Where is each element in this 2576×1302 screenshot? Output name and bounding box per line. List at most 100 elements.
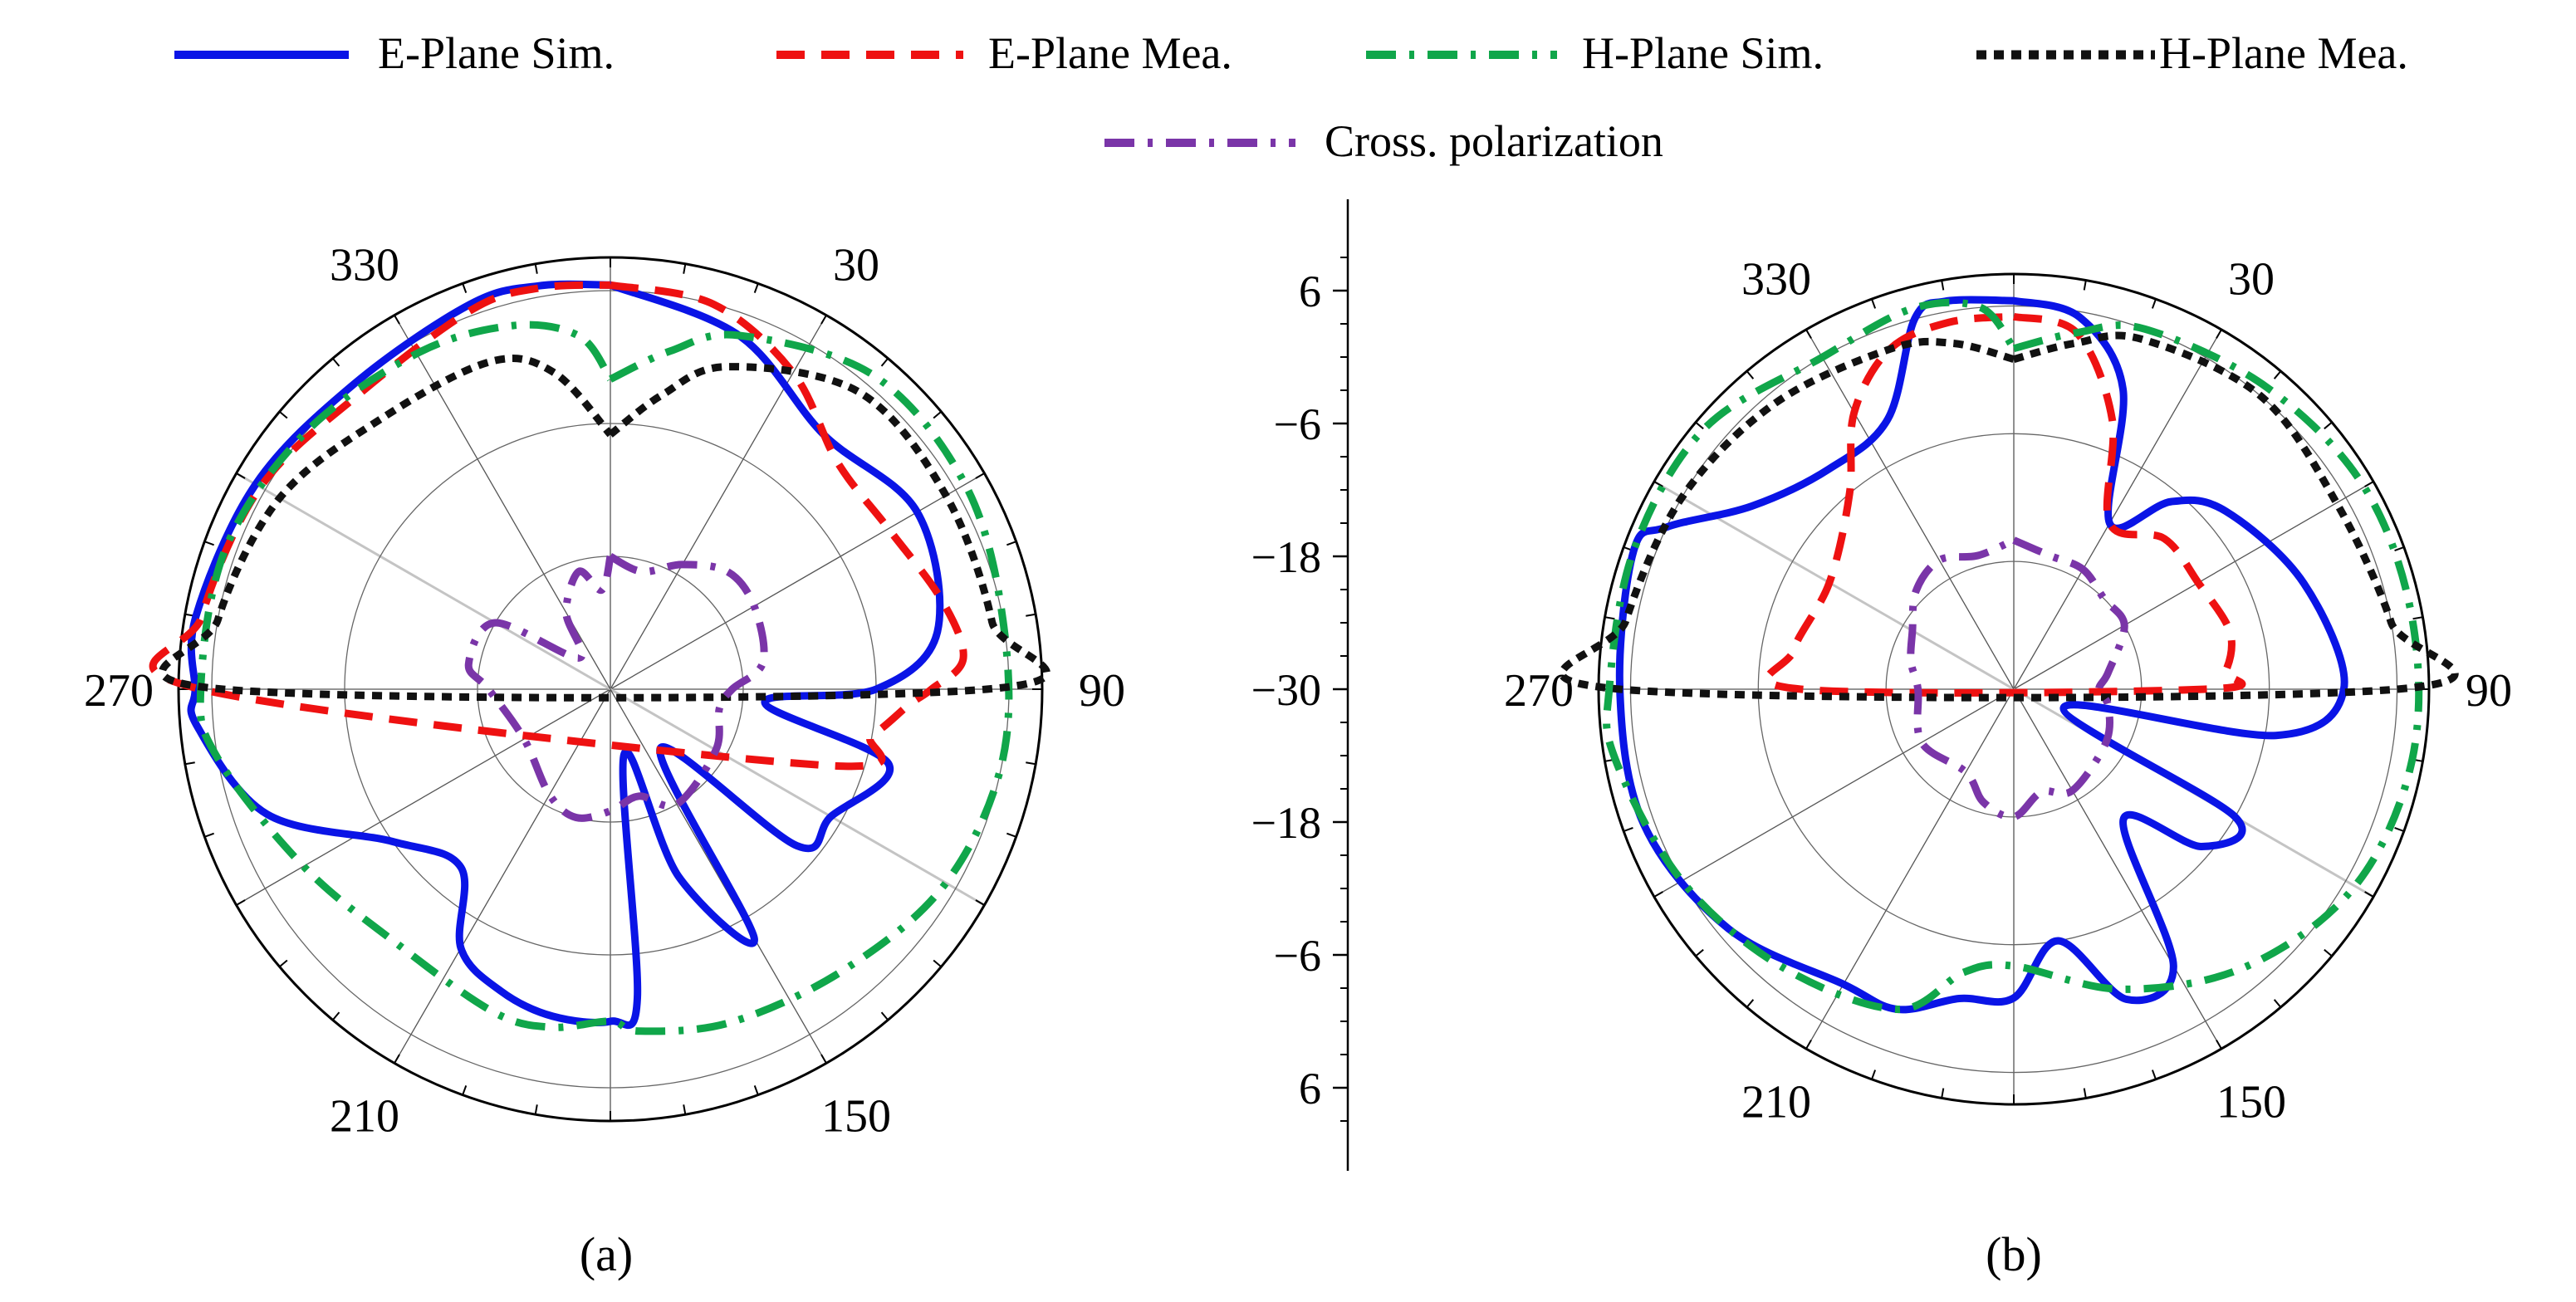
- polar-series-a: [149, 280, 1050, 1035]
- angle-tick-a: [394, 1054, 400, 1064]
- spoke-60-a: [610, 472, 985, 690]
- legend-label-e-plane-mea: E-Plane Mea.: [988, 28, 1232, 78]
- legend-label-h-plane-mea: H-Plane Mea.: [2159, 28, 2408, 78]
- angle-tick-b: [1941, 280, 1945, 291]
- radial-tick-label: −18: [1251, 532, 1321, 582]
- radial-tick-label: 6: [1299, 267, 1321, 316]
- angle-tick-b: [2273, 370, 2282, 379]
- angle-tick-b: [2151, 298, 2157, 309]
- spoke-60-b: [2013, 481, 2374, 690]
- angle-tick-a: [933, 959, 942, 968]
- angle-tick-b: [2083, 1088, 2087, 1099]
- angle-tick-b: [2324, 948, 2333, 957]
- spoke-30-b: [2013, 329, 2222, 690]
- angle-tick-b: [2216, 329, 2222, 339]
- angle-tick-a: [880, 1011, 889, 1021]
- angle-tick-b: [1746, 999, 1755, 1008]
- angle-tick-b: [1941, 1088, 1945, 1099]
- angle-tick-b: [2394, 826, 2405, 832]
- angle-tick-a: [880, 358, 889, 367]
- series-h-plane-mea-b: [1558, 331, 2459, 702]
- series-e-plane-sim-a: [187, 280, 944, 1030]
- angle-tick-a: [204, 541, 214, 546]
- radial-tick-label: −6: [1274, 399, 1321, 449]
- spoke-150-b: [2013, 688, 2222, 1050]
- angle-label-210-b: 210: [1741, 1076, 1811, 1128]
- angle-tick-b: [1805, 329, 1812, 339]
- angle-tick-a: [279, 959, 288, 968]
- angle-label-330-b: 330: [1741, 254, 1811, 306]
- polar-series-b: [1558, 296, 2459, 1014]
- spoke-300-b: [1653, 480, 2015, 691]
- spoke-120-a: [610, 688, 986, 907]
- radial-tick-label: −18: [1251, 798, 1321, 848]
- spoke-210-b: [1805, 688, 2015, 1050]
- angle-label-150-b: 150: [2216, 1076, 2286, 1128]
- angle-tick-a: [1026, 761, 1036, 766]
- angle-tick-a: [933, 410, 942, 419]
- angle-tick-a: [331, 1011, 340, 1021]
- spoke-330-a: [394, 315, 611, 690]
- angle-tick-b: [2412, 616, 2423, 620]
- angle-tick-b: [1746, 370, 1755, 379]
- radial-tick-label: −6: [1274, 931, 1321, 981]
- angle-tick-b: [2273, 999, 2282, 1008]
- spoke-30-a: [610, 315, 827, 690]
- angle-label-330-a: 330: [330, 239, 399, 291]
- angle-tick-a: [462, 1085, 468, 1095]
- panel-label-a: (a): [580, 1227, 633, 1281]
- angle-tick-b: [1623, 826, 1633, 832]
- angle-tick-b: [1695, 421, 1704, 430]
- angle-tick-b: [2216, 1040, 2222, 1050]
- radial-tick-label: −30: [1251, 665, 1321, 715]
- angle-tick-a: [204, 832, 214, 838]
- series-e-plane-sim-b: [1615, 296, 2348, 1014]
- angle-tick-a: [975, 472, 985, 479]
- angle-tick-a: [1026, 613, 1036, 617]
- spoke-150-a: [610, 688, 827, 1064]
- spoke-300-a: [235, 472, 611, 691]
- polar-grid-b: 30 90 150 210 270 330: [1504, 254, 2512, 1128]
- legend-label-cross-polarization: Cross. polarization: [1325, 116, 1663, 166]
- angle-tick-b: [1695, 948, 1704, 957]
- angle-label-30-b: 30: [2228, 254, 2275, 306]
- polar-chart-a: 30 90 150 210 270 330 (a): [84, 239, 1125, 1281]
- legend-label-h-plane-sim: H-Plane Sim.: [1582, 28, 1824, 78]
- angle-tick-b: [2364, 891, 2374, 898]
- angle-tick-b: [1653, 481, 1663, 487]
- angle-tick-a: [820, 1054, 827, 1064]
- angle-tick-b: [1805, 1040, 1812, 1050]
- angle-tick-b: [2083, 280, 2087, 291]
- angle-label-150-a: 150: [821, 1091, 891, 1143]
- spoke-330-b: [1805, 329, 2015, 690]
- angle-label-90-a: 90: [1079, 665, 1125, 717]
- legend: E-Plane Sim. E-Plane Mea. H-Plane Sim. H…: [174, 28, 2408, 166]
- angle-tick-a: [753, 283, 759, 293]
- angle-tick-a: [1006, 541, 1016, 546]
- grid-circle-b: [1757, 433, 2270, 946]
- angle-tick-a: [184, 761, 195, 766]
- angle-tick-a: [534, 263, 538, 274]
- angle-tick-b: [2324, 421, 2333, 430]
- angle-tick-a: [975, 899, 985, 906]
- polar-grid-a: 30 90 150 210 270 330: [84, 239, 1125, 1142]
- spoke-240-b: [1653, 688, 2015, 898]
- angle-label-270-b: 270: [1504, 665, 1574, 717]
- series-h-plane-sim-a: [196, 321, 1013, 1035]
- angle-tick-b: [1604, 616, 1615, 620]
- series-cross-polarization-a: [464, 552, 768, 822]
- angle-tick-a: [236, 472, 246, 479]
- angle-tick-a: [753, 1085, 759, 1095]
- angle-label-30-a: 30: [833, 239, 879, 291]
- angle-tick-a: [534, 1104, 538, 1115]
- angle-tick-b: [1653, 891, 1663, 898]
- angle-tick-a: [820, 315, 827, 325]
- series-cross-polarization-b: [1907, 536, 2128, 821]
- series-e-plane-mea-b: [1763, 312, 2246, 697]
- series-h-plane-sim-b: [1603, 298, 2423, 1014]
- angle-tick-b: [2394, 546, 2405, 552]
- spoke-210-a: [394, 688, 611, 1064]
- radial-tick-label: 6: [1299, 1064, 1321, 1114]
- legend-label-e-plane-sim: E-Plane Sim.: [378, 28, 615, 78]
